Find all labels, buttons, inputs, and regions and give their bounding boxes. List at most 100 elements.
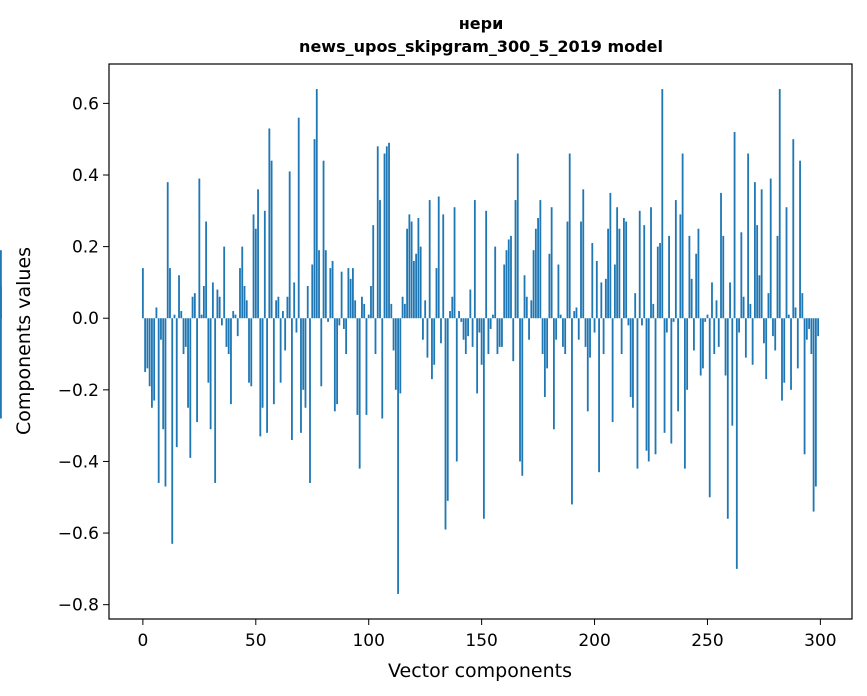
bar — [674, 200, 677, 319]
bar — [618, 228, 621, 319]
bar — [336, 318, 338, 405]
bar — [259, 318, 262, 437]
bar — [469, 289, 472, 319]
chart-title-line1: нери — [459, 14, 504, 33]
bar — [778, 89, 781, 319]
bar — [352, 268, 354, 319]
bar — [812, 318, 815, 512]
bar — [562, 318, 564, 347]
bar — [372, 225, 375, 319]
bar — [200, 314, 203, 319]
bar — [202, 286, 205, 319]
bar — [620, 318, 623, 355]
bar — [482, 318, 485, 519]
bar — [446, 318, 449, 501]
bar — [512, 318, 515, 362]
bar — [616, 207, 619, 319]
bar — [329, 268, 332, 319]
bar — [695, 253, 698, 319]
bar — [370, 286, 372, 319]
bar — [275, 300, 278, 319]
bar — [609, 192, 612, 319]
bar — [141, 268, 144, 319]
bar — [354, 300, 357, 319]
bar — [417, 217, 420, 319]
bar — [805, 318, 808, 340]
bar — [589, 318, 591, 358]
bar — [688, 235, 691, 319]
bar — [487, 318, 490, 355]
bar — [704, 318, 707, 322]
bar — [394, 318, 397, 390]
bar — [281, 311, 284, 319]
bar — [665, 318, 668, 333]
bar — [268, 128, 271, 319]
bar — [733, 132, 736, 319]
bar — [331, 260, 334, 319]
y-tick-label: −0.2 — [58, 381, 99, 401]
bar — [645, 318, 648, 451]
bar — [537, 217, 539, 319]
bar — [713, 318, 716, 355]
bar — [245, 300, 248, 319]
bar — [196, 318, 198, 423]
bar — [442, 214, 445, 319]
bar — [711, 282, 713, 319]
bar — [309, 318, 311, 483]
bar — [164, 318, 167, 487]
bar — [191, 296, 194, 319]
x-tick-label: 250 — [691, 631, 723, 651]
bar — [729, 282, 731, 319]
bar — [464, 318, 467, 355]
bar — [552, 318, 555, 430]
bar — [580, 221, 582, 319]
bar — [175, 318, 178, 448]
bar — [503, 264, 506, 319]
bar — [629, 318, 632, 397]
bar — [735, 318, 738, 569]
bar — [467, 318, 469, 337]
bar — [232, 311, 235, 319]
bar — [157, 318, 160, 483]
bar — [740, 232, 743, 319]
bar — [381, 318, 384, 419]
x-axis-label: Vector components — [388, 660, 572, 682]
bar — [313, 139, 316, 319]
bar — [636, 318, 639, 469]
bar — [686, 318, 689, 390]
bar — [182, 318, 185, 355]
bar — [650, 207, 652, 319]
bar — [643, 225, 646, 319]
bar — [600, 282, 603, 319]
bar — [776, 235, 779, 319]
bar — [410, 221, 413, 319]
bar — [374, 318, 377, 355]
bar — [731, 318, 734, 426]
x-tick-label: 300 — [804, 631, 836, 651]
bar — [498, 318, 501, 347]
bar — [489, 318, 492, 329]
bar — [451, 296, 454, 319]
bar — [516, 153, 519, 319]
bar — [559, 314, 562, 319]
bar — [189, 318, 192, 458]
bar — [302, 318, 305, 390]
bar — [272, 318, 275, 405]
bar — [478, 318, 481, 333]
bar — [501, 318, 503, 347]
bar — [471, 318, 474, 347]
bar — [803, 318, 806, 455]
bar — [401, 296, 404, 319]
bar — [412, 260, 415, 319]
bar — [528, 318, 530, 340]
bar — [162, 318, 165, 430]
bar — [327, 318, 329, 322]
bar — [756, 225, 759, 319]
bar — [787, 314, 790, 319]
bar — [444, 318, 447, 530]
bar — [358, 318, 361, 469]
bar — [254, 228, 257, 319]
x-tick-label: 200 — [578, 631, 610, 651]
bar — [769, 178, 772, 319]
bar — [388, 142, 390, 319]
